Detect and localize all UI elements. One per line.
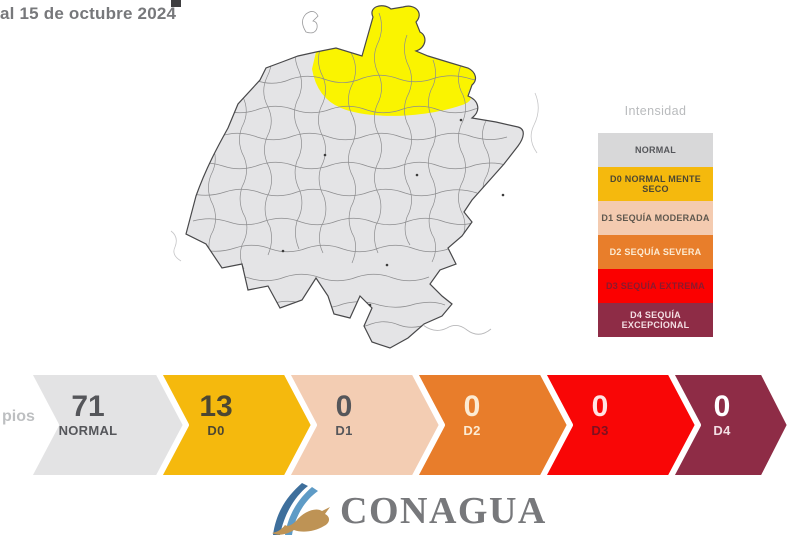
count-d4: 0 D4 (672, 392, 772, 439)
count-value: 0 (335, 390, 353, 423)
cropped-title-mark (171, 0, 181, 7)
logo-eagle-icon (272, 507, 330, 535)
count-d1: 0 D1 (294, 392, 394, 439)
state-map (170, 5, 539, 349)
conagua-logo: CONAGUA (268, 483, 547, 540)
date-text: al 15 de octubre 2024 (0, 4, 177, 23)
neighbor-fragment-east (530, 92, 539, 154)
legend-item-d2: D2 SEQUÍA SEVERA (598, 235, 713, 269)
municipality-boundaries (186, 12, 508, 328)
count-normal: 71 NORMAL (38, 392, 138, 439)
count-d3: 0 D3 (550, 392, 650, 439)
conagua-logo-icon (272, 483, 330, 535)
count-value: 0 (591, 390, 609, 423)
count-label: D2 (463, 423, 481, 438)
logo-wave-light-icon (285, 487, 318, 535)
d0-region (312, 5, 476, 116)
state-outline (185, 5, 524, 349)
legend-item-normal: NORMAL (598, 133, 713, 167)
legend-item-d0: D0 NORMAL MENTE SECO (598, 167, 713, 201)
count-arrow-normal (25, 369, 189, 481)
logo-wave-dark-icon (273, 483, 308, 535)
count-value: 71 (71, 390, 105, 423)
count-label: D1 (335, 423, 353, 438)
neighbor-fragment-west (170, 230, 182, 262)
municipality-dots (281, 118, 505, 307)
count-label: D3 (591, 423, 609, 438)
count-value: 0 (463, 390, 481, 423)
legend: Intensidad NORMAL D0 NORMAL MENTE SECO D… (598, 104, 713, 337)
count-label: NORMAL (58, 423, 118, 438)
legend-item-d1: D1 SEQUÍA MODERADA (598, 201, 713, 235)
conagua-logo-text: CONAGUA (340, 490, 547, 532)
count-d2: 0 D2 (422, 392, 522, 439)
count-value: 13 (199, 390, 233, 423)
neighbor-fragment-northwest (302, 11, 319, 34)
count-value: 0 (713, 390, 731, 423)
count-d0: 13 D0 (166, 392, 266, 439)
count-label: D4 (713, 423, 731, 438)
count-label: D0 (207, 423, 225, 438)
legend-item-d4: D4 SEQUÍA EXCEPCIONAL (598, 303, 713, 337)
legend-title: Intensidad (624, 104, 687, 118)
neighbor-fragment-southeast (422, 324, 492, 335)
legend-item-d3: D3 SEQUÍA EXTREMA (598, 269, 713, 303)
drought-count-arrows (25, 369, 793, 481)
municipios-label-fragment: pios (2, 408, 35, 425)
